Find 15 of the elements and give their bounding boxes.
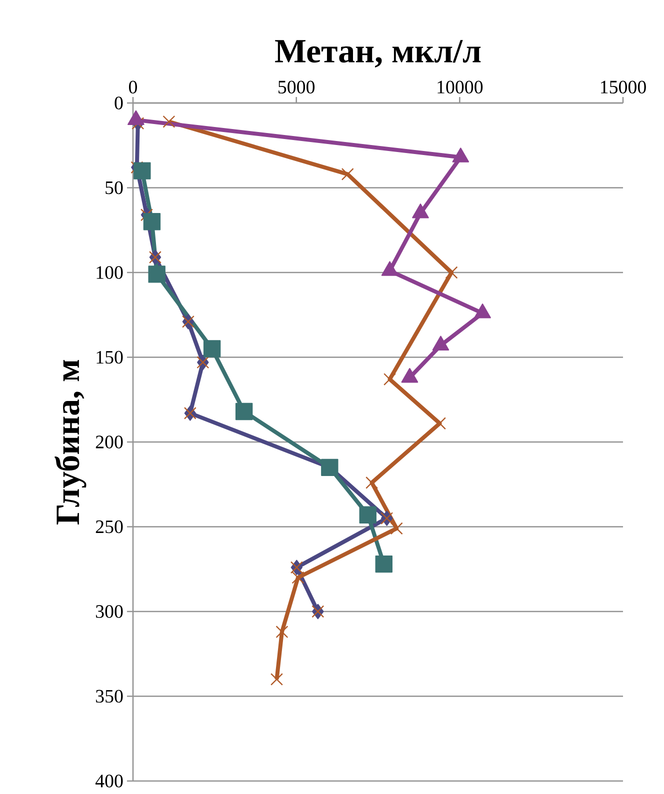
x-tick-label: 15000 bbox=[601, 80, 646, 94]
y-tick-label: 100 bbox=[96, 266, 123, 279]
y-tick-label: 50 bbox=[106, 181, 123, 194]
y-tick-label: 300 bbox=[96, 605, 123, 618]
x-tick-label: 10000 bbox=[438, 80, 483, 94]
x-tick-label: 0 bbox=[128, 80, 138, 94]
y-tick-label: 150 bbox=[96, 350, 123, 364]
y-tick-label: 200 bbox=[96, 436, 123, 448]
y-tick-label: 0 bbox=[114, 96, 123, 110]
y-tick-label: 350 bbox=[96, 690, 123, 703]
chart-title: Метан, мкл/л bbox=[275, 40, 481, 68]
y-tick-label: 400 bbox=[95, 774, 123, 788]
y-axis-title: Глубина, м bbox=[54, 360, 86, 524]
x-tick-label: 5000 bbox=[278, 80, 315, 94]
y-tick-label: 250 bbox=[96, 520, 123, 534]
